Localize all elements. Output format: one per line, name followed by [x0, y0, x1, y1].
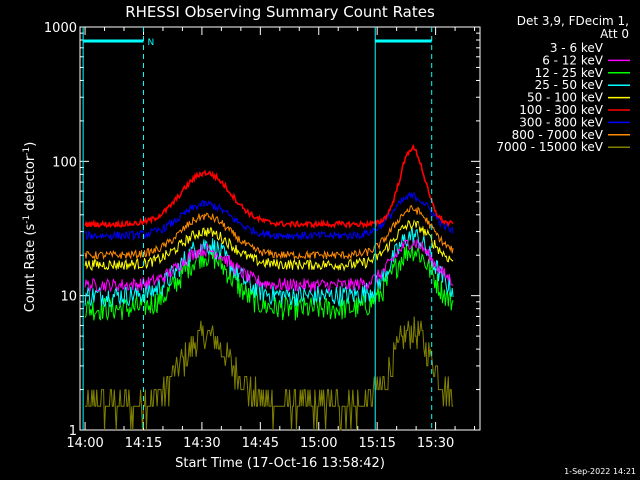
- y-axis-label-part: ): [23, 142, 38, 147]
- series-line-300-800-kev: [84, 191, 454, 242]
- y-tick-label: 1000: [44, 21, 77, 36]
- x-tick-label: 15:30: [417, 436, 454, 451]
- plot-series: [84, 143, 454, 431]
- series-line-100-300-kev: [84, 143, 454, 229]
- y-axis-label-sup: -1: [22, 215, 32, 224]
- legend-entry-label: 12 - 25 keV: [535, 66, 604, 80]
- series-line-800-7000-kev: [84, 204, 454, 261]
- series-line-12-25-kev: [84, 243, 454, 322]
- y-tick-label: 100: [52, 155, 77, 170]
- series-line-7000-15000-kev: [85, 316, 454, 431]
- series-line-50-100-kev: [84, 219, 454, 272]
- legend-entry-label: 7000 - 15000 keV: [496, 140, 603, 154]
- legend-header: Det 3,9, FDecim 1,: [517, 14, 629, 28]
- legend-entry-label: 800 - 7000 keV: [512, 128, 604, 142]
- y-axis-label-part: Count Rate (s: [23, 224, 38, 313]
- legend-entry-label: 25 - 50 keV: [535, 78, 604, 92]
- legend-entry-label: 300 - 800 keV: [519, 115, 603, 129]
- chart-title: RHESSI Observing Summary Count Rates: [125, 3, 435, 21]
- legend-entry-label: 6 - 12 keV: [542, 53, 604, 67]
- x-tick-label: 14:00: [66, 436, 103, 451]
- x-tick-label: 15:00: [300, 436, 337, 451]
- x-tick-label: 14:45: [242, 436, 279, 451]
- y-axis-label: Count Rate (s-1 detector-1): [22, 142, 38, 313]
- interval-markers: N: [82, 27, 433, 430]
- plot-axes: 14:00 14:15 14:30 14:45 15:00 15:15 15:30 1 10 10…: [44, 21, 481, 451]
- y-tick-label: 10: [60, 290, 77, 305]
- legend-entry-label: 50 - 100 keV: [527, 91, 604, 105]
- saa-flag-label: N: [147, 38, 154, 48]
- legend-header: Att 0: [600, 27, 629, 41]
- x-tick-label: 15:15: [358, 436, 395, 451]
- y-tick-label: 1: [69, 424, 77, 439]
- y-axis-label-sup: -1: [22, 147, 32, 156]
- x-axis-label: Start Time (17-Oct-16 13:58:42): [175, 456, 385, 471]
- legend-entry-label: 3 - 6 keV: [550, 41, 604, 55]
- footer-timestamp: 1-Sep-2022 14:21: [564, 467, 636, 476]
- y-axis-label-part: detector: [23, 155, 38, 215]
- x-tick-label: 14:15: [125, 436, 162, 451]
- legend-entry-label: 100 - 300 keV: [519, 103, 603, 117]
- series-line-3-6-kev: [84, 206, 454, 255]
- series-line-6-12-kev: [84, 238, 454, 293]
- x-tick-label: 14:30: [183, 436, 220, 451]
